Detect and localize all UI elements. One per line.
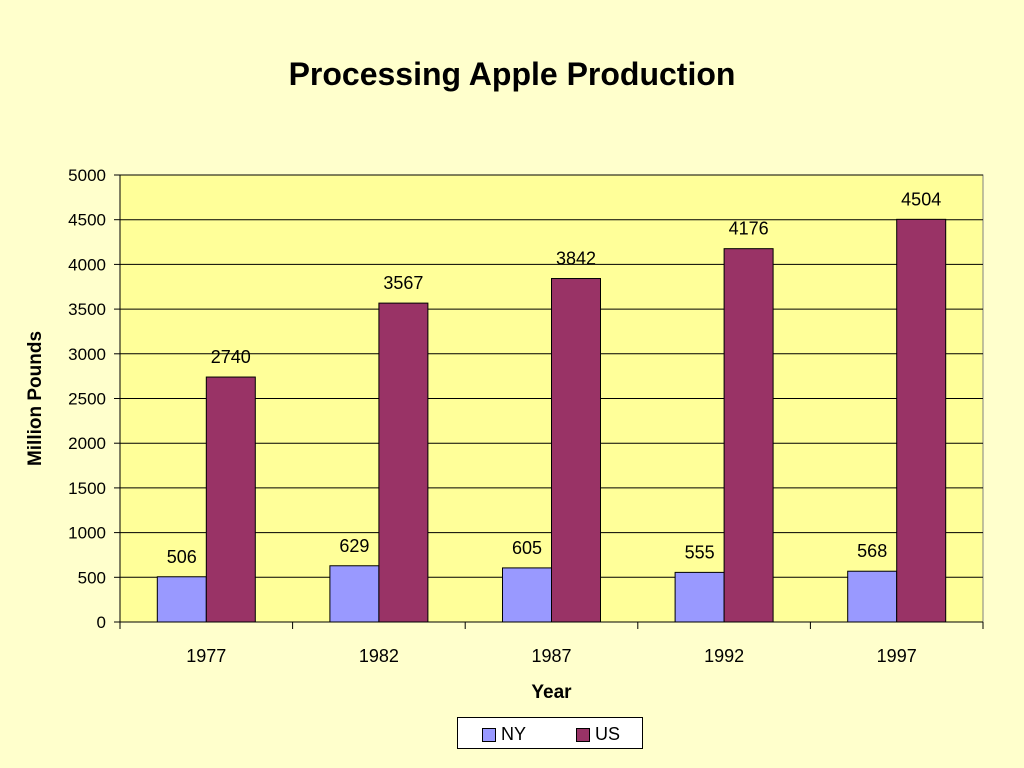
legend-label-us: US (595, 724, 621, 744)
data-label-us-1992: 4176 (729, 219, 769, 239)
legend-entry-us: US (576, 724, 620, 745)
y-tick-label: 3000 (68, 345, 106, 364)
bar-ny-1977 (156, 576, 207, 623)
y-tick-label: 500 (78, 568, 106, 587)
bar-ny-1992 (674, 571, 725, 623)
legend-label-ny: NY (501, 724, 527, 744)
bar-us-1982 (378, 302, 429, 623)
x-axis-title: Year (531, 682, 572, 703)
y-axis-title: Million Pounds (25, 331, 46, 466)
bar-us-1987 (551, 278, 601, 623)
y-tick-label: 2000 (68, 434, 106, 453)
y-tick-label: 0 (97, 613, 106, 632)
legend-swatch-ny (482, 727, 496, 742)
bar-us-1997 (896, 218, 947, 623)
data-label-us-1982: 3567 (383, 273, 423, 293)
y-tick-label: 1000 (68, 524, 106, 543)
y-tick-label: 2500 (68, 390, 106, 409)
y-tick-label: 5000 (68, 166, 106, 185)
data-label-ny-1977: 506 (167, 547, 197, 567)
x-tick-label: 1992 (704, 646, 744, 666)
y-tick-label: 4000 (68, 255, 106, 274)
x-tick-label: 1997 (877, 646, 917, 666)
bar-ny-1997 (847, 570, 898, 623)
x-tick-label: 1987 (531, 646, 571, 666)
x-tick-label: 1982 (359, 646, 399, 666)
chart-title: Processing Apple Production (288, 56, 736, 92)
y-tick-label: 3500 (68, 300, 106, 319)
y-tick-label: 4500 (68, 211, 106, 230)
data-label-ny-1997: 568 (857, 541, 887, 561)
bar-us-1992 (723, 248, 774, 623)
legend: NY US (457, 717, 643, 749)
data-label-us-1977: 2740 (211, 347, 251, 367)
data-label-ny-1987: 605 (512, 538, 542, 558)
legend-swatch-us (576, 727, 590, 742)
bar-us-1977 (205, 376, 256, 623)
data-label-ny-1982: 629 (339, 536, 369, 556)
y-tick-label: 1500 (68, 479, 106, 498)
x-tick-label: 1977 (186, 646, 226, 666)
data-label-ny-1992: 555 (685, 542, 715, 562)
bar-ny-1982 (329, 565, 380, 623)
data-label-us-1997: 4504 (901, 189, 941, 209)
data-label-us-1987: 3842 (556, 249, 596, 269)
legend-entry-ny: NY (482, 724, 526, 745)
bar-ny-1987 (502, 567, 552, 623)
